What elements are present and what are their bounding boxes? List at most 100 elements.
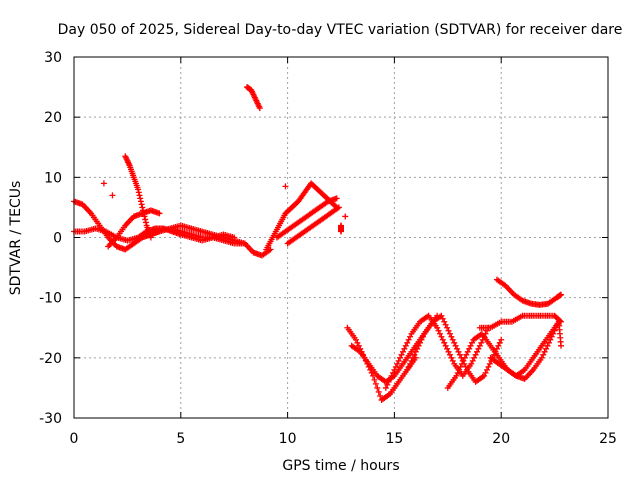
data-point — [478, 339, 485, 346]
data-point — [469, 339, 476, 346]
x-axis-label: GPS time / hours — [282, 458, 399, 474]
data-point — [540, 351, 547, 358]
data-point — [449, 336, 456, 343]
data-point — [411, 351, 418, 358]
data-point — [446, 351, 453, 358]
data-point — [472, 351, 479, 358]
data-point — [387, 375, 394, 382]
data-point — [140, 207, 147, 214]
data-point — [139, 204, 146, 211]
data-point — [442, 321, 449, 328]
data-point — [241, 240, 248, 247]
data-point — [446, 330, 453, 337]
data-point — [496, 339, 503, 346]
data-point — [142, 219, 149, 226]
data-point — [136, 192, 143, 199]
data-point — [481, 372, 488, 379]
data-point — [449, 357, 456, 364]
data-point — [256, 105, 263, 112]
data-point — [466, 345, 473, 352]
data-point — [382, 384, 389, 391]
data-point — [441, 339, 448, 346]
data-point — [445, 348, 452, 355]
data-point — [495, 342, 502, 349]
data-point — [395, 357, 402, 364]
data-point — [457, 363, 464, 370]
data-point — [412, 348, 419, 355]
y-tick-label: 20 — [44, 110, 62, 126]
data-point — [417, 339, 424, 346]
data-point — [140, 210, 147, 217]
data-point — [135, 189, 142, 196]
data-point — [409, 354, 416, 361]
data-point — [384, 381, 391, 388]
data-point — [442, 342, 449, 349]
data-point — [398, 351, 405, 358]
data-point — [541, 348, 548, 355]
data-point — [452, 342, 459, 349]
data-point — [485, 363, 492, 370]
data-point — [464, 348, 471, 355]
data-point — [397, 354, 404, 361]
data-point — [135, 186, 142, 193]
data-layer — [71, 84, 565, 403]
data-point — [538, 354, 545, 361]
data-point — [368, 369, 375, 376]
data-point — [483, 366, 490, 373]
y-tick-label: 30 — [44, 50, 62, 66]
data-point-isolated — [109, 192, 116, 199]
data-point-isolated — [282, 183, 289, 190]
data-point — [455, 348, 462, 355]
data-point — [141, 213, 148, 220]
data-point — [402, 342, 409, 349]
data-point — [550, 330, 557, 337]
data-point — [389, 369, 396, 376]
data-point-isolated — [100, 180, 107, 187]
data-point — [545, 339, 552, 346]
data-point — [467, 342, 474, 349]
chart-title: Day 050 of 2025, Sidereal Day-to-day VTE… — [58, 22, 623, 38]
y-tick-label: 10 — [44, 170, 62, 186]
data-point — [459, 360, 466, 367]
data-point — [147, 234, 154, 241]
data-point — [418, 336, 425, 343]
data-point — [476, 342, 483, 349]
data-point — [547, 336, 554, 343]
data-point — [377, 392, 384, 399]
data-point — [468, 360, 475, 367]
data-point — [473, 348, 480, 355]
y-axis-label: SDTVAR / TECUs — [8, 181, 24, 296]
data-point — [375, 388, 382, 395]
data-point — [551, 327, 558, 334]
data-point — [385, 378, 392, 385]
data-point — [471, 354, 478, 361]
data-point — [408, 357, 415, 364]
data-point — [451, 339, 458, 346]
data-point — [460, 357, 467, 364]
x-tick-label: 0 — [70, 431, 79, 447]
data-point — [138, 201, 145, 208]
data-point — [434, 324, 441, 331]
data-point — [558, 291, 565, 298]
data-point — [388, 372, 395, 379]
x-tick-label: 25 — [599, 431, 617, 447]
data-point — [156, 210, 163, 217]
data-point — [137, 198, 144, 205]
data-point — [404, 366, 411, 373]
data-point — [435, 327, 442, 334]
data-point — [454, 369, 461, 376]
data-point — [548, 333, 555, 340]
data-point — [438, 333, 445, 340]
data-point — [391, 366, 398, 373]
data-point — [438, 312, 445, 319]
data-point — [407, 360, 414, 367]
data-point — [444, 324, 451, 331]
data-point — [448, 333, 455, 340]
y-tick-label: -10 — [39, 291, 62, 307]
data-point — [543, 345, 550, 352]
data-point — [404, 339, 411, 346]
data-point — [441, 318, 448, 325]
x-tick-label: 5 — [176, 431, 185, 447]
data-point — [448, 354, 455, 361]
